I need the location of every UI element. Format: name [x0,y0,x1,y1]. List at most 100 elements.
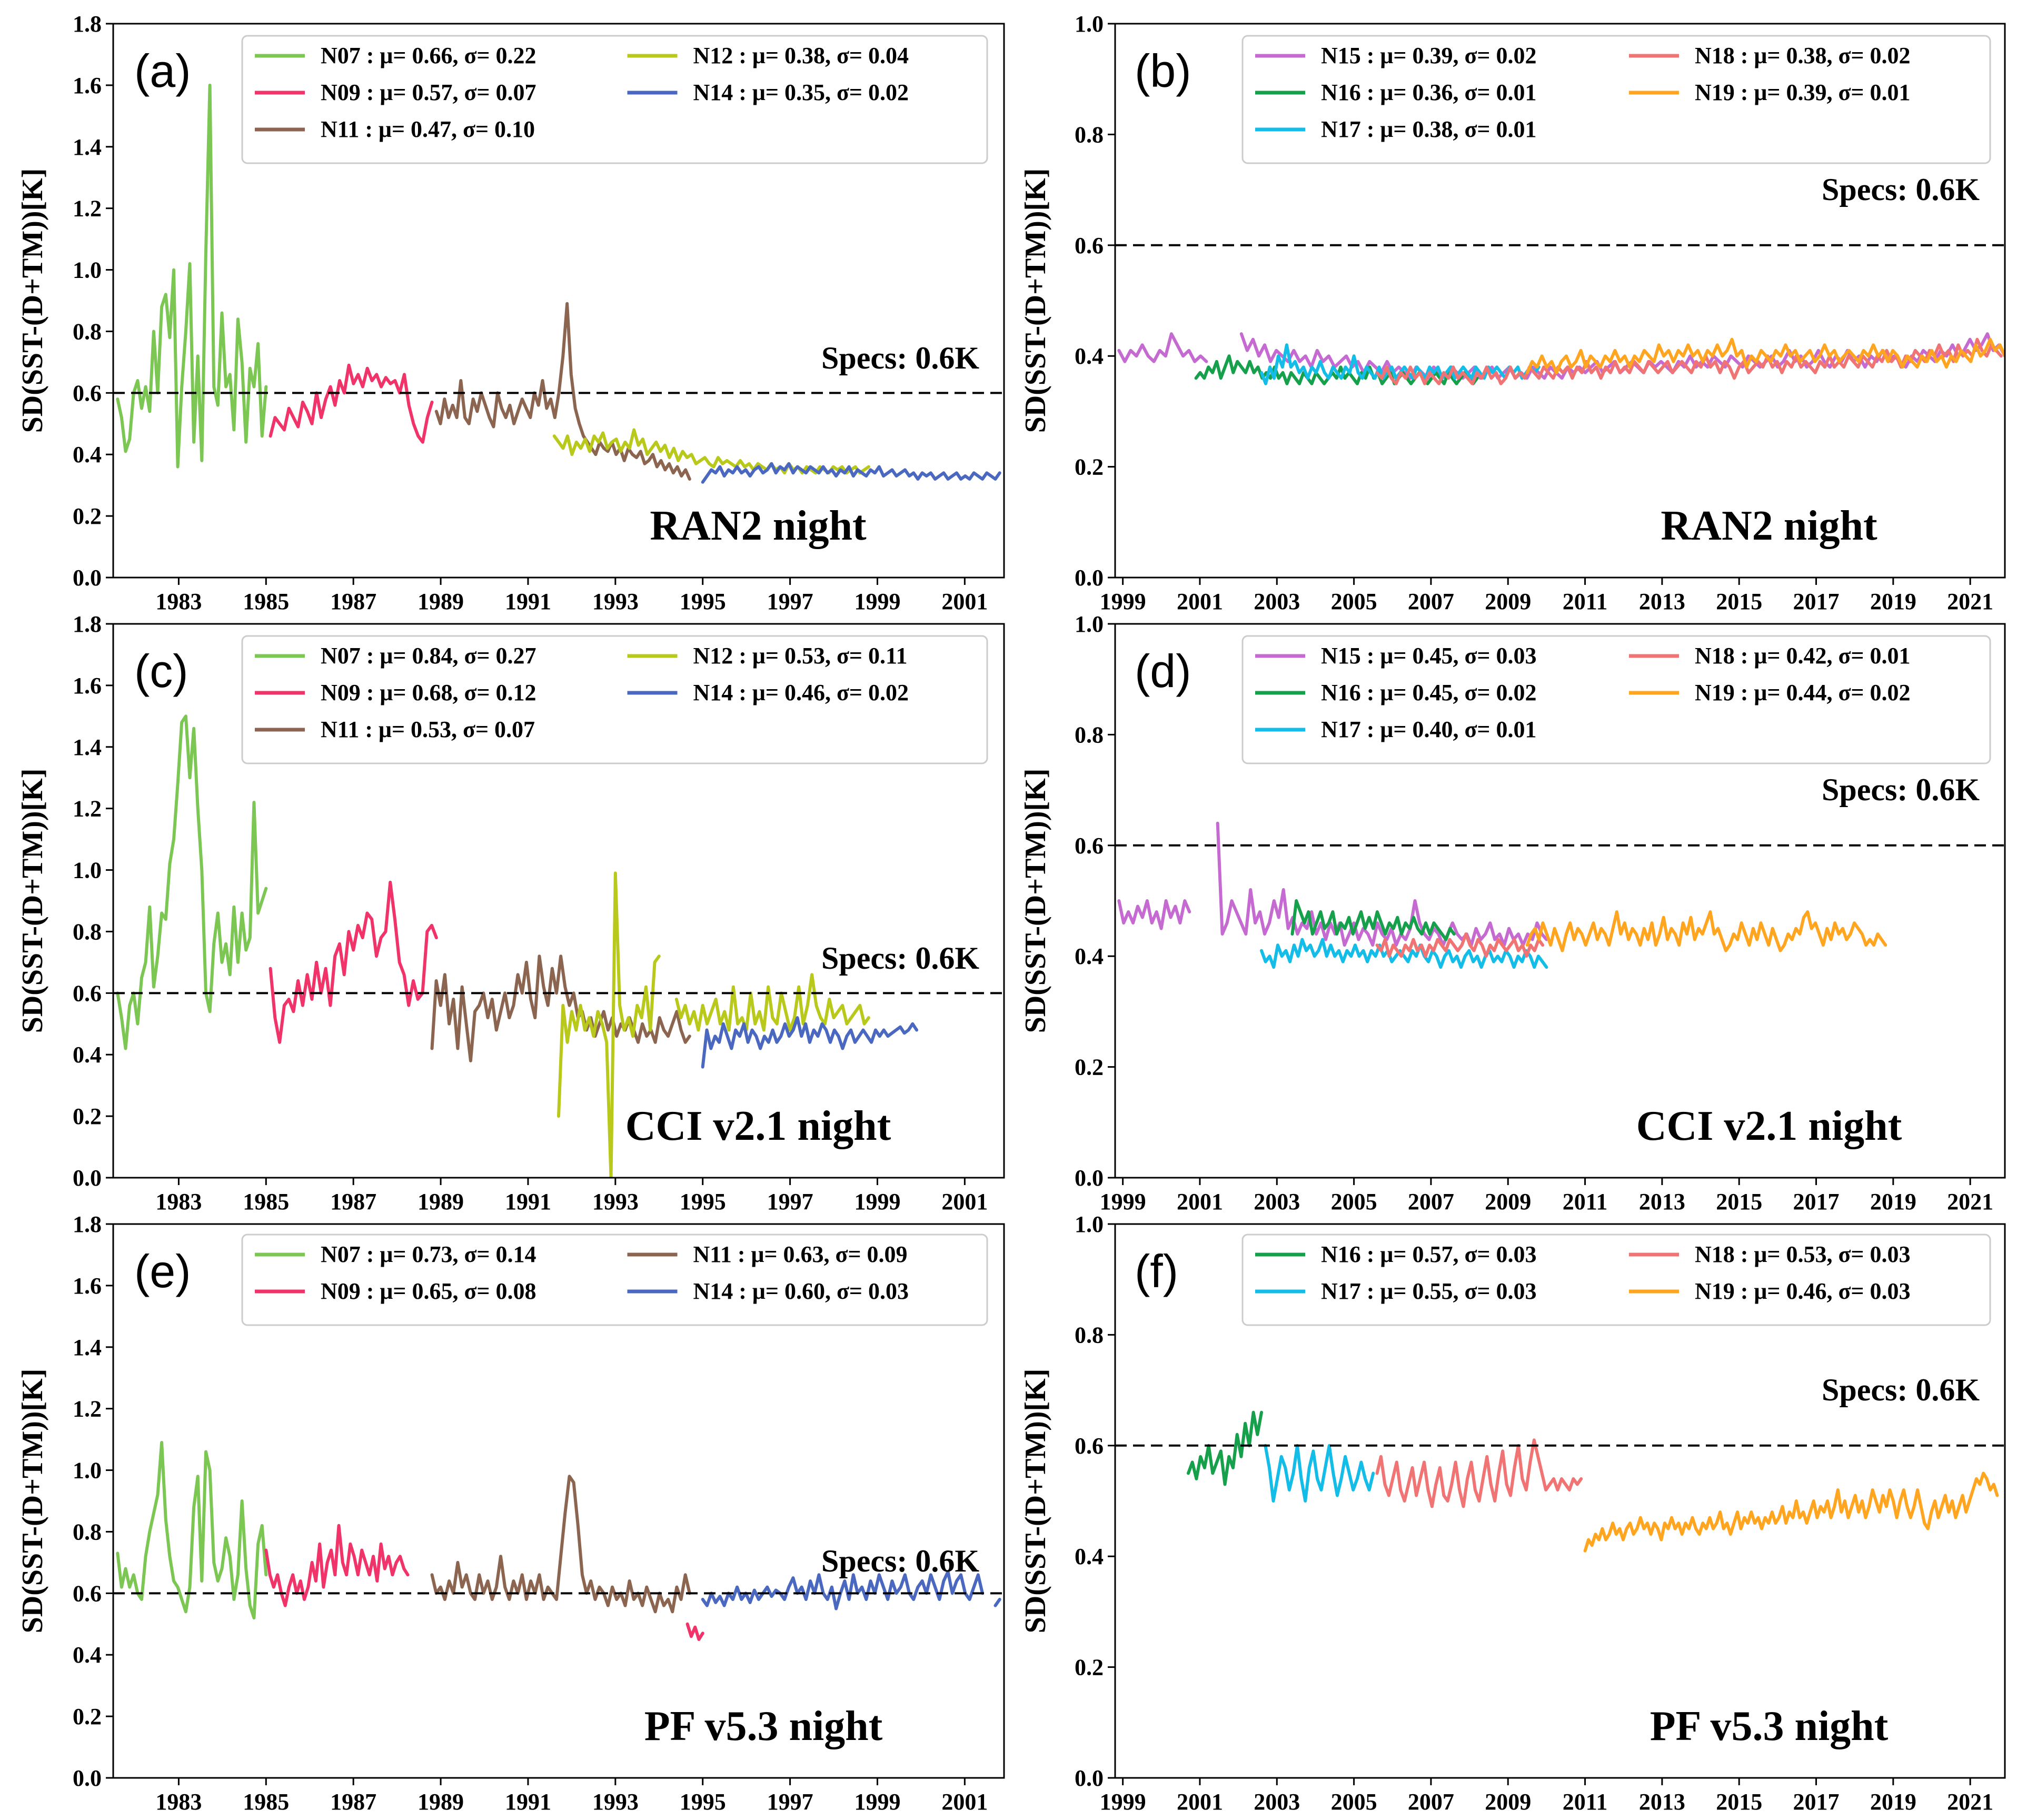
legend-entry-n11: N11 : μ= 0.47, σ= 0.10 [321,116,535,142]
y-tick-label: 0.6 [73,380,102,406]
x-tick-label: 2009 [1485,1789,1531,1815]
legend-entry-n07: N07 : μ= 0.66, σ= 0.22 [321,43,536,68]
series-group [1117,821,1887,969]
spec-label: Specs: 0.6K [1822,1373,1980,1407]
y-tick-label: 1.6 [73,1273,102,1299]
panel-letter: (c) [134,645,188,697]
y-tick-label: 0.0 [1075,1165,1104,1191]
series-line-n09 [264,1524,704,1641]
series-group [116,714,919,1178]
panel-letter: (d) [1135,645,1191,697]
legend-entry-n09: N09 : μ= 0.68, σ= 0.12 [321,680,536,705]
dataset-label: PF v5.3 night [1650,1703,1889,1749]
series-line-n07 [116,714,268,1050]
spec-label: Specs: 0.6K [821,941,979,976]
x-tick-label: 2015 [1716,1789,1762,1815]
legend-entry-n12: N12 : μ= 0.38, σ= 0.04 [693,43,909,68]
series-group [1117,332,2005,385]
series-line-n09 [269,363,434,444]
y-tick-label: 0.2 [73,1704,102,1729]
x-tick-label: 1999 [1100,589,1146,614]
x-tick-label: 2009 [1485,1189,1531,1215]
legend-box [241,35,988,164]
panel-f: SD(SST-(D+TM))[K] 0.0 0.2 0.4 0.6 0.8 1.0 1999… [1019,1211,2006,1815]
x-tick-label: 2019 [1870,1789,1916,1815]
x-tick-label: 1995 [680,589,726,614]
y-tick-label: 0.4 [1075,943,1104,969]
x-tick-label: 2007 [1408,1189,1454,1215]
legend: N07 : μ= 0.84, σ= 0.27 N09 : μ= 0.68, σ= … [241,635,988,764]
y-tick-label: 0.2 [73,503,102,529]
series-line-n11 [434,302,691,481]
x-tick-label: 1983 [155,1189,202,1215]
plot-frame [1114,1223,2006,1779]
x-tick-label: 2015 [1716,589,1762,614]
legend-entry-n15: N15 : μ= 0.45, σ= 0.03 [1321,643,1536,669]
x-tick-label: 1987 [330,1189,376,1215]
x-tick-label: 1987 [330,589,376,614]
x-tick-label: 1983 [155,1789,202,1815]
legend-entry-n19: N19 : μ= 0.46, σ= 0.03 [1695,1278,1910,1304]
x-tick-label: 2001 [941,589,988,614]
y-tick-label: 0.8 [73,319,102,344]
legend-box [241,635,988,764]
panel-d: SD(SST-(D+TM))[K] 0.0 0.2 0.4 0.6 0.8 1.0 1999… [1019,611,2006,1215]
dataset-label: RAN2 night [1661,503,1877,549]
y-tick-label: 1.0 [1075,611,1104,637]
series-line-n18 [1375,1438,1583,1508]
series-line-n14 [701,1570,1001,1610]
x-tick-label: 2021 [1947,589,1993,614]
x-tick-label: 1999 [854,1789,900,1815]
legend-box [241,1234,988,1326]
y-axis-label: SD(SST-(D+TM))[K] [16,1369,49,1634]
x-tick-label: 1997 [767,1789,813,1815]
panel-e: SD(SST-(D+TM))[K] 0.0 0.2 0.4 0.6 0.8 1.0 1.2 1… [16,1211,1005,1815]
x-tick-label: 1999 [854,589,900,614]
x-tick-label: 1989 [418,1789,464,1815]
x-tick-label: 2011 [1563,1189,1608,1215]
x-tick-label: 2013 [1639,1789,1685,1815]
series-line-n19 [1525,910,1887,952]
series-line-n15 [1117,821,1548,947]
legend-box [1241,635,1991,764]
legend-entry-n16: N16 : μ= 0.45, σ= 0.02 [1321,680,1536,705]
x-tick-label: 1999 [1100,1789,1146,1815]
y-tick-label: 0.0 [1075,1765,1104,1791]
y-tick-label: 1.8 [73,611,102,637]
x-tick-label: 2015 [1716,1189,1762,1215]
y-tick-label: 1.2 [73,1396,102,1422]
series-line-n09 [269,880,438,1044]
panel-letter: (e) [134,1245,191,1297]
x-tick-label: 2001 [1177,1789,1223,1815]
series-line-n14 [701,462,1001,484]
series-line-n17 [1264,1444,1375,1503]
y-tick-label: 1.4 [73,134,102,160]
x-tick-label: 2017 [1793,589,1840,614]
legend-entry-n12: N12 : μ= 0.53, σ= 0.11 [693,643,908,669]
x-tick-label: 2019 [1870,589,1916,614]
x-tick-label: 2003 [1254,1789,1300,1815]
legend-entry-n11: N11 : μ= 0.53, σ= 0.07 [321,717,535,742]
spec-label: Specs: 0.6K [821,341,979,375]
legend-entry-n09: N09 : μ= 0.57, σ= 0.07 [321,79,536,105]
legend-entry-n14: N14 : μ= 0.35, σ= 0.02 [693,79,909,105]
legend-entry-n11: N11 : μ= 0.63, σ= 0.09 [693,1241,908,1267]
y-tick-label: 1.0 [73,858,102,883]
panel-letter: (b) [1135,45,1191,97]
y-tick-label: 0.6 [73,980,102,1006]
spec-label: Specs: 0.6K [1822,772,1980,807]
y-tick-label: 0.8 [1075,122,1104,147]
x-tick-label: 2011 [1563,1789,1608,1815]
y-axis-label: SD(SST-(D+TM))[K] [16,168,49,433]
legend-entry-n07: N07 : μ= 0.84, σ= 0.27 [321,643,536,669]
legend-entry-n14: N14 : μ= 0.60, σ= 0.03 [693,1278,909,1304]
dataset-label: CCI v2.1 night [1636,1103,1902,1149]
x-tick-label: 1983 [155,589,202,614]
y-tick-label: 0.2 [1075,1055,1104,1080]
x-tick-label: 1987 [330,1789,376,1815]
plot-frame [112,623,1005,1179]
legend-entry-n17: N17 : μ= 0.38, σ= 0.01 [1321,116,1536,142]
x-tick-label: 2005 [1331,1789,1377,1815]
legend-entry-n07: N07 : μ= 0.73, σ= 0.14 [321,1241,536,1267]
legend: N07 : μ= 0.66, σ= 0.22 N09 : μ= 0.57, σ= … [241,35,988,164]
